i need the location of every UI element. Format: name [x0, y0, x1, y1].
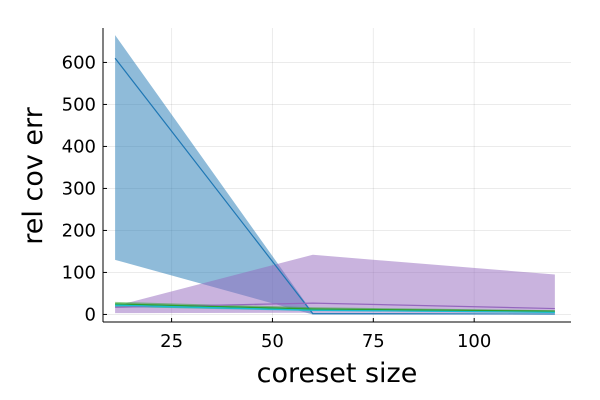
- x-axis-title: coreset size: [257, 358, 418, 389]
- series-3-line: [115, 303, 555, 312]
- x-tick-label: 25: [160, 331, 183, 352]
- series-1-line: [114, 57, 555, 315]
- x-tick-label: 100: [457, 331, 491, 352]
- y-tick-label: 200: [62, 220, 96, 241]
- series-2-band: [115, 254, 555, 314]
- y-axis-title: rel cov err: [18, 106, 49, 244]
- axes: [102, 28, 571, 323]
- y-tick-label: 600: [62, 52, 96, 73]
- y-tick-label: 400: [62, 136, 96, 157]
- y-tick-label: 500: [62, 94, 96, 115]
- ticks: 25 50 75 100 0 100 200 300 400 500 600: [62, 52, 492, 352]
- y-tick-label: 100: [62, 262, 96, 283]
- series-lines: [114, 57, 555, 315]
- confidence-bands: [115, 35, 555, 315]
- series-1-band: [115, 35, 555, 315]
- series-4-line: [115, 304, 555, 313]
- x-tick-label: 75: [362, 331, 385, 352]
- x-tick-label: 50: [261, 331, 284, 352]
- y-tick-label: 0: [85, 304, 96, 325]
- y-tick-label: 300: [62, 178, 96, 199]
